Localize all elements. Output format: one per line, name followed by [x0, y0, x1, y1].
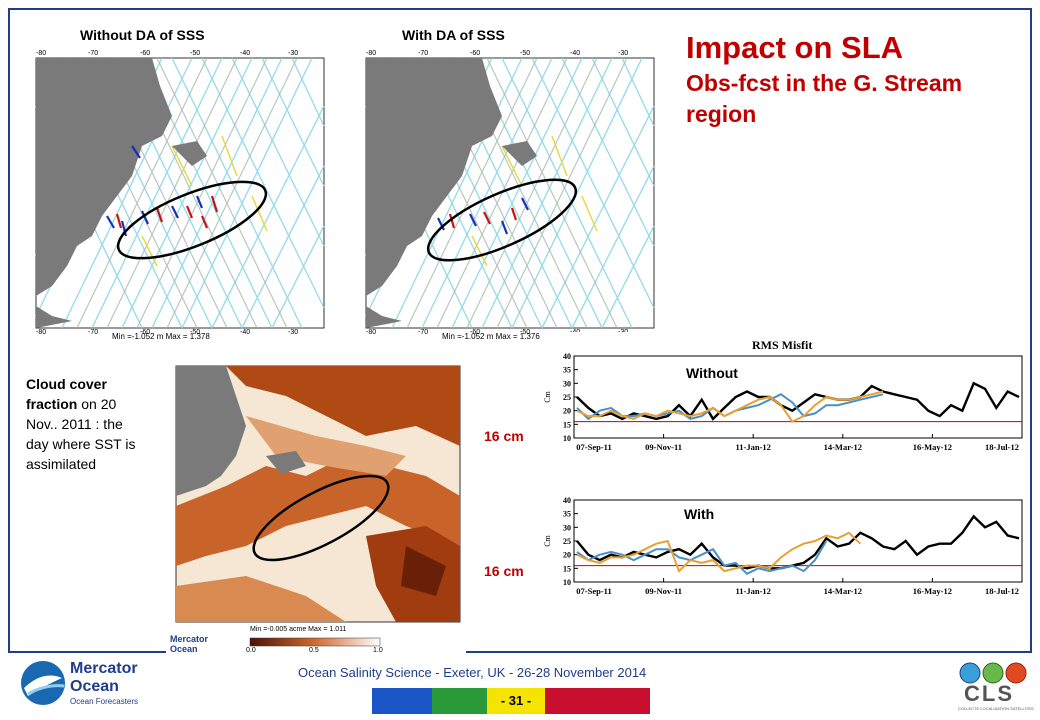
bottom-xtick-label-0: 07-Sep-11 — [576, 586, 611, 596]
mercator-logo: Mercator Ocean Ocean Forecasters — [18, 656, 142, 712]
mercator-small-logo: Mercator Ocean — [170, 634, 209, 654]
top-ytick-label-1: 35 — [563, 366, 571, 375]
top-ytick-label-5: 15 — [563, 420, 571, 429]
top-ytick-label-0: 40 — [563, 352, 571, 361]
map-title-without: Without DA of SSS — [80, 27, 205, 43]
svg-text:-60: -60 — [470, 50, 480, 57]
top-ytick-label-2: 30 — [563, 379, 571, 388]
bottom-xtick-label-3: 14-Mar-12 — [824, 586, 862, 596]
footer-bar-green — [432, 688, 487, 714]
sla-map-without: -80 -70 -60 -50 -40 -30 -80 -70 -60 -50 -40 -30 — [22, 46, 338, 338]
ref-label-bottom: 16 cm — [484, 563, 524, 579]
bottom-ytick-label-3: 25 — [563, 537, 571, 546]
svg-text:-70: -70 — [418, 50, 428, 57]
ref-label-top: 16 cm — [484, 428, 524, 444]
bottom-xtick-label-1: 09-Nov-11 — [645, 586, 682, 596]
svg-text:-30: -30 — [288, 50, 298, 57]
cloud-cover-note: Cloud cover fraction on 20 Nov.. 2011 : … — [26, 374, 146, 474]
cls-logo-small: COLLECTE LOCALISATION SATELLITES — [958, 706, 1034, 711]
slide-title-block: Impact on SLA Obs-fcst in the G. Stream … — [686, 30, 1026, 130]
cls-logo: CLS COLLECTE LOCALISATION SATELLITES — [956, 660, 1034, 714]
bottom-xtick-label-5: 18-Jul-12 — [985, 586, 1019, 596]
svg-text:-70: -70 — [418, 329, 428, 336]
cls-logo-text: CLS — [964, 681, 1014, 706]
mercator-globe-icon — [21, 661, 65, 705]
bottom-xtick-label-4: 16-May-12 — [913, 586, 952, 596]
svg-text:-50: -50 — [520, 329, 530, 336]
svg-text:-50: -50 — [190, 329, 200, 336]
svg-text:-60: -60 — [470, 329, 480, 336]
svg-text:-80: -80 — [366, 329, 376, 336]
slide-subtitle: Obs-fcst in the G. Stream region — [686, 70, 963, 127]
svg-text:-50: -50 — [520, 50, 530, 57]
chart-label-with: With — [684, 506, 715, 522]
right-rule — [1030, 8, 1032, 653]
bottom-ytick-label-6: 10 — [563, 578, 571, 587]
cloud-note-text: on 20 Nov.. 2011 : the day where SST is … — [26, 396, 136, 472]
top-plot-frame — [573, 355, 1023, 439]
svg-text:-80: -80 — [36, 329, 46, 336]
bottom-series-line-1 — [576, 540, 828, 576]
rms-chart-with: 40 35 30 25 20 15 10 Cm 07-Sep-11 09-Nov-11 11-Jan… — [540, 476, 1030, 614]
bottom-ytick-label-0: 40 — [563, 496, 571, 505]
top-ytick-label-3: 25 — [563, 393, 571, 402]
footer-bar-red — [545, 688, 650, 714]
map-title-with: With DA of SSS — [402, 27, 505, 43]
map-minmax-with: Min =-1.052 m Max = 1.376 — [442, 332, 540, 341]
map-minmax-without: Min =-1.052 m Max = 1.378 — [112, 332, 210, 341]
bottom-ytick-label-1: 35 — [563, 510, 571, 519]
top-xtick-label-4: 16-May-12 — [913, 442, 952, 452]
bottom-series-line-0 — [576, 514, 1020, 570]
bottom-ytick-label-4: 20 — [563, 551, 571, 560]
svg-text:-30: -30 — [288, 329, 298, 336]
svg-text:-80: -80 — [36, 50, 46, 57]
mercator-logo-line1: Mercator — [70, 660, 138, 677]
bottom-series-line-2 — [576, 531, 861, 573]
cloud-minmax: Min =-0.005 acme Max = 1.011 — [250, 626, 347, 633]
colorbar-tick-0: 0.0 — [246, 647, 256, 654]
cloud-cover-map: Min =-0.005 acme Max = 1.011 0.0 0.5 1.0 — [166, 356, 466, 660]
bottom-ytick-label-2: 30 — [563, 523, 571, 532]
bottom-ytick-label-5: 15 — [563, 564, 571, 573]
top-rule — [8, 8, 1032, 10]
footer-bar-blue — [372, 688, 432, 714]
mercator-logo-line3: Ocean Forecasters — [70, 697, 139, 706]
svg-text:-80: -80 — [366, 50, 376, 57]
top-xtick-label-1: 09-Nov-11 — [645, 442, 682, 452]
svg-text:-60: -60 — [140, 329, 150, 336]
slide-title: Impact on SLA — [686, 30, 904, 65]
svg-text:-50: -50 — [190, 50, 200, 57]
svg-text:-40: -40 — [240, 50, 250, 57]
bottom-xtick-label-2: 11-Jan-12 — [735, 586, 770, 596]
chart-title-top: RMS Misfit — [752, 338, 813, 352]
svg-text:-60: -60 — [140, 50, 150, 57]
svg-text:-40: -40 — [570, 50, 580, 57]
top-xtick-label-2: 11-Jan-12 — [735, 442, 770, 452]
svg-text:-70: -70 — [88, 50, 98, 57]
colorbar-tick-2: 1.0 — [373, 647, 383, 654]
top-ytick-label-6: 10 — [563, 434, 571, 443]
top-xtick-label-5: 18-Jul-12 — [985, 442, 1019, 452]
sla-map-with: -80-70-60 -50-40-30 -80-70-60 -50-40-30 — [352, 46, 668, 338]
page-number: - 31 - — [487, 688, 545, 714]
cloud-note-bold: Cloud cover fraction — [26, 376, 107, 412]
svg-text:-30: -30 — [618, 50, 628, 57]
footer-text: Ocean Salinity Science - Exeter, UK - 26… — [298, 665, 647, 680]
top-series-line-0 — [576, 381, 1020, 421]
left-rule — [8, 8, 10, 653]
chart-label-without: Without — [686, 365, 738, 381]
svg-text:-70: -70 — [88, 329, 98, 336]
cls-circles-icon — [959, 662, 1027, 684]
rms-chart-without: 40 35 30 25 20 15 10 Cm 07-Sep-11 09-Nov-11 11-Jan… — [540, 332, 1030, 470]
top-xtick-label-3: 14-Mar-12 — [824, 442, 862, 452]
top-ylabel: Cm — [543, 390, 552, 402]
svg-text:-40: -40 — [240, 329, 250, 336]
bottom-ylabel: Cm — [543, 534, 552, 546]
bottom-rule — [8, 651, 1032, 653]
top-series-line-2 — [576, 390, 884, 423]
top-ytick-label-4: 20 — [563, 407, 571, 416]
mercator-logo-line2: Ocean — [70, 678, 119, 695]
top-xtick-label-0: 07-Sep-11 — [576, 442, 611, 452]
colorbar-tick-1: 0.5 — [309, 647, 319, 654]
